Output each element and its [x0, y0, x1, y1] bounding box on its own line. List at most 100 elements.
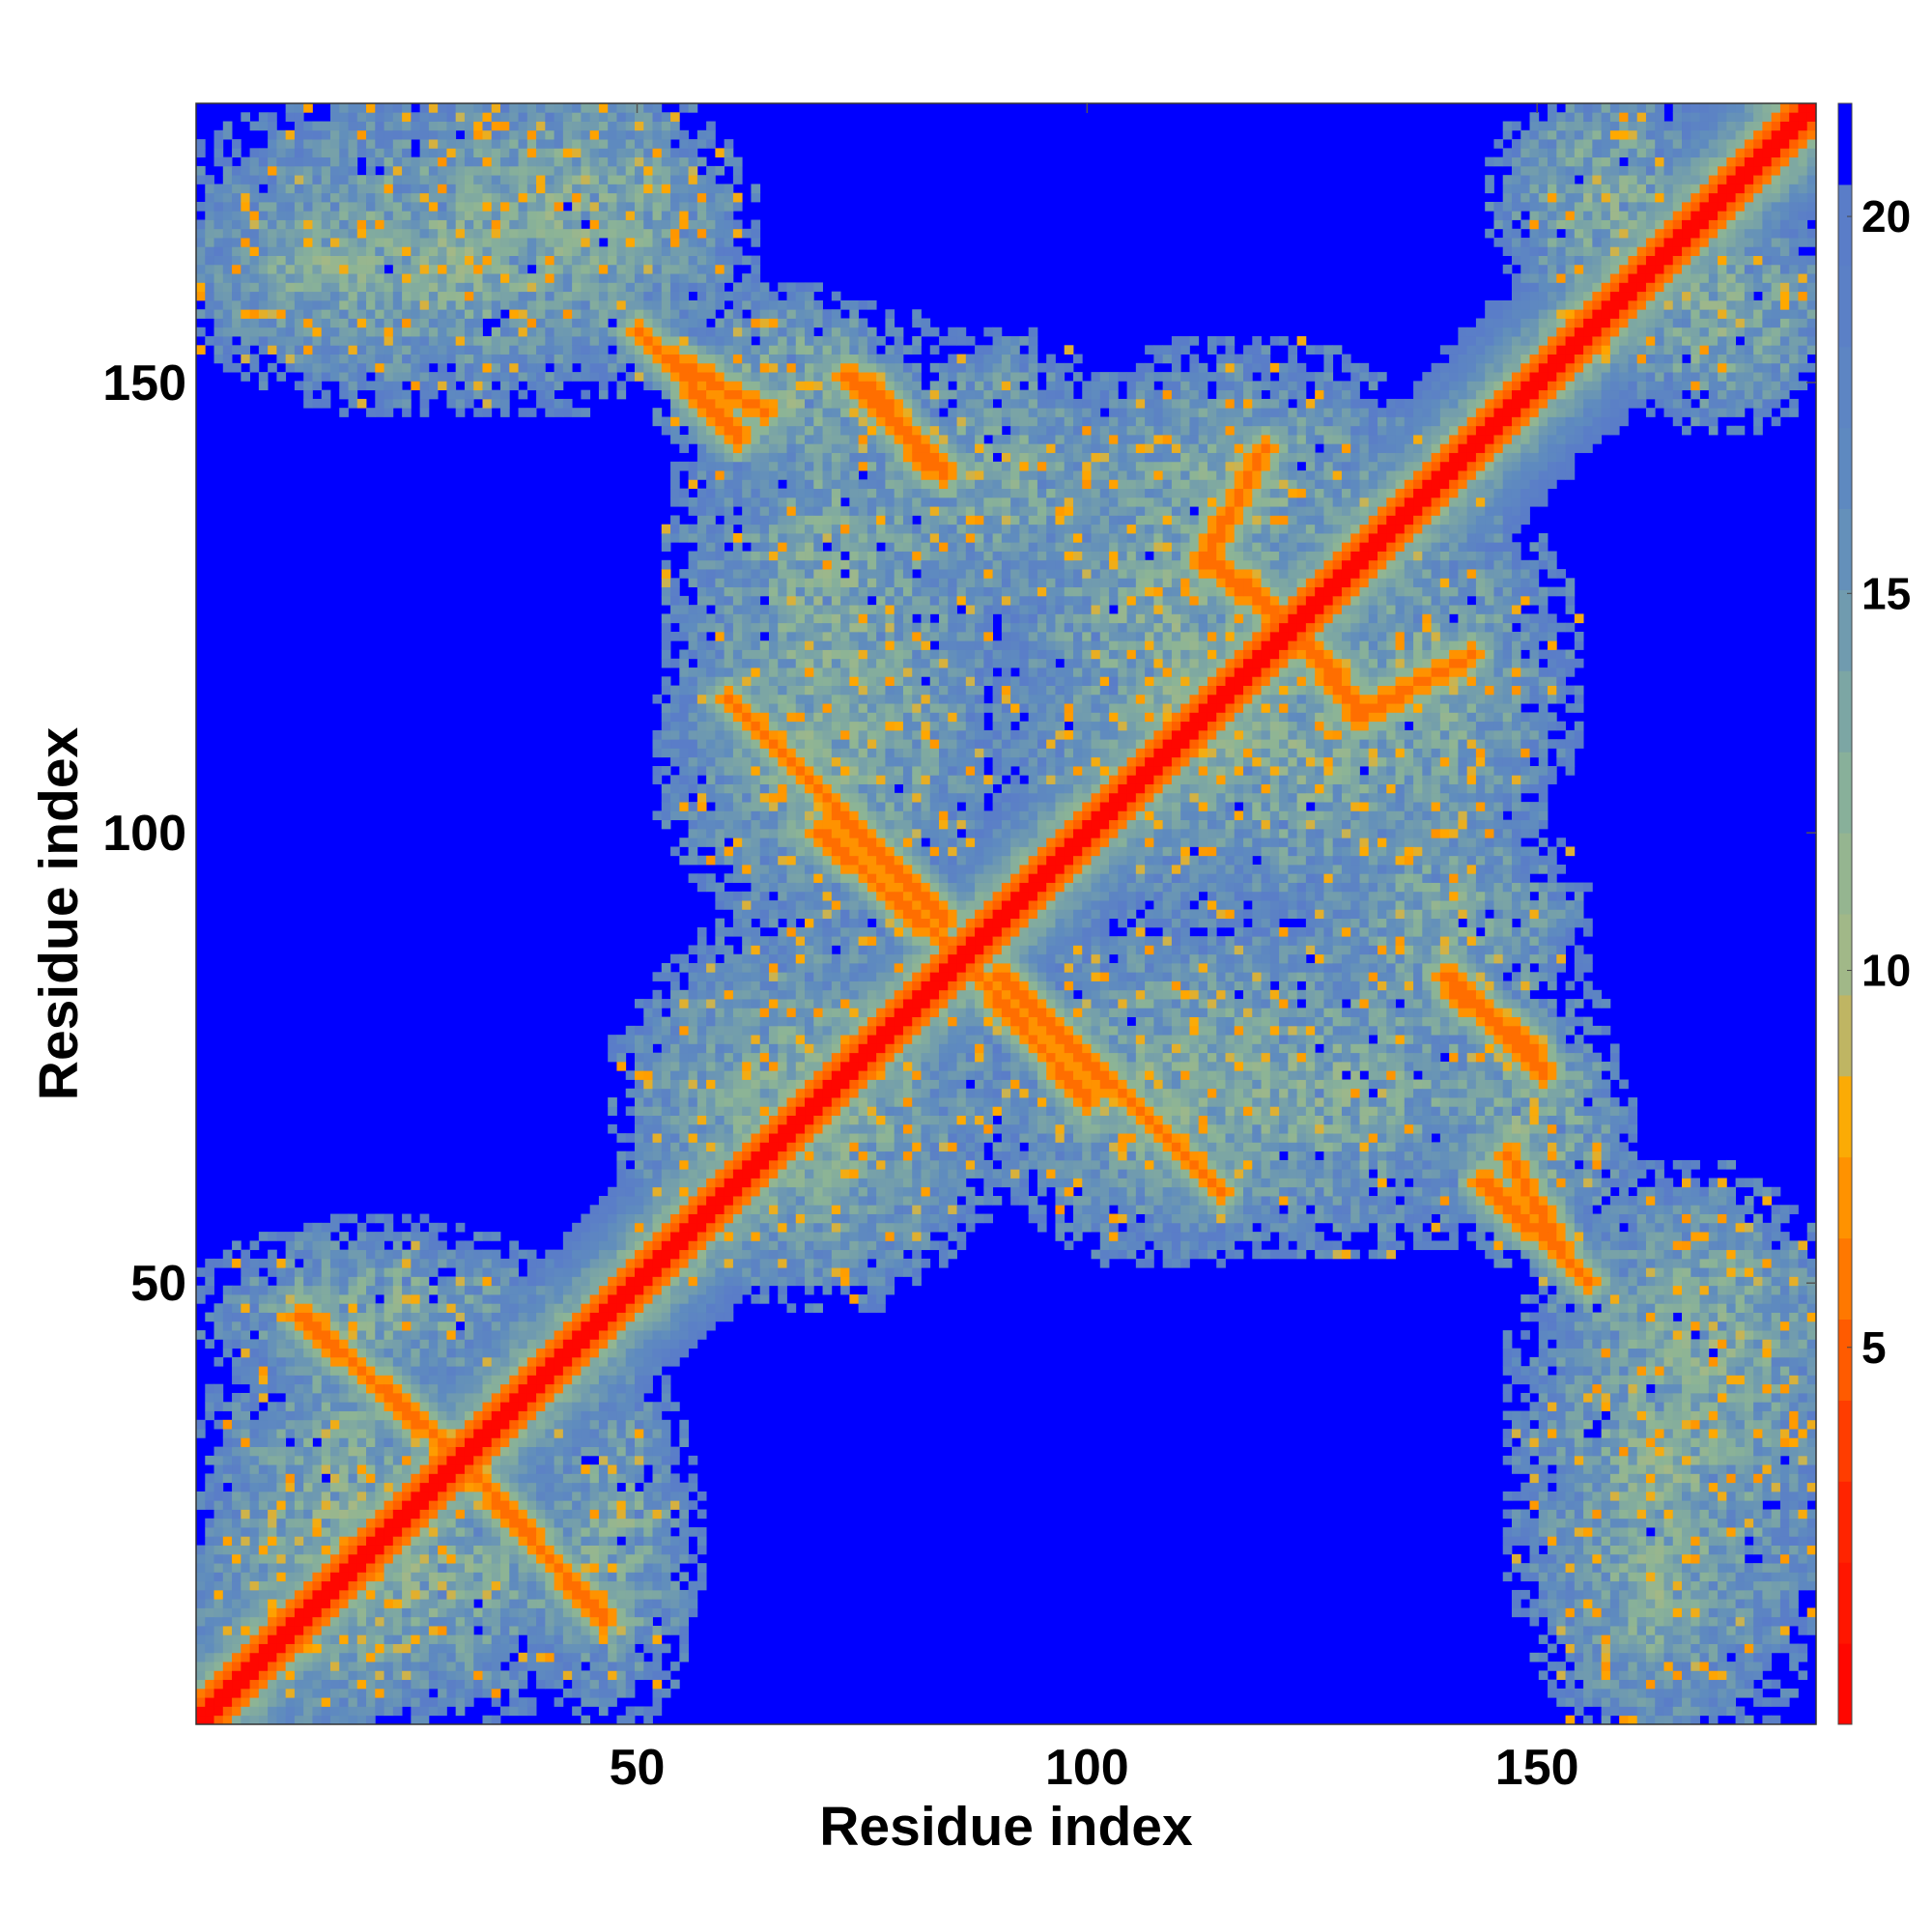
- heatmap-cell: [375, 282, 384, 293]
- heatmap-cell: [455, 1312, 466, 1322]
- heatmap-cell: [598, 299, 609, 310]
- heatmap-cell: [428, 1706, 439, 1717]
- heatmap-cell: [205, 264, 214, 274]
- heatmap-cell: [384, 156, 394, 167]
- heatmap-cell: [384, 1634, 394, 1644]
- heatmap-cell: [581, 1589, 591, 1600]
- heatmap-cell: [438, 1419, 447, 1430]
- heatmap-cell: [581, 408, 591, 417]
- heatmap-cell: [679, 1599, 689, 1608]
- heatmap-cell: [222, 273, 233, 283]
- heatmap-cell: [625, 1715, 636, 1725]
- heatmap-cell: [411, 1491, 421, 1501]
- heatmap-cell: [696, 819, 707, 830]
- heatmap-cell: [625, 1348, 636, 1358]
- heatmap-cell: [419, 211, 430, 220]
- heatmap-cell: [356, 255, 367, 266]
- heatmap-cell: [419, 1249, 430, 1260]
- heatmap-cell: [438, 1643, 447, 1654]
- heatmap-cell: [258, 1464, 269, 1474]
- heatmap-cell: [446, 1330, 457, 1340]
- heatmap-cell: [598, 282, 609, 293]
- heatmap-cell: [276, 192, 287, 203]
- heatmap-cell: [339, 103, 349, 113]
- heatmap-cell: [679, 1626, 689, 1635]
- heatmap-cell: [312, 1410, 323, 1421]
- heatmap-cell: [634, 1106, 644, 1116]
- heatmap-cell: [696, 1178, 707, 1188]
- heatmap-cell: [652, 1643, 663, 1654]
- heatmap-cell: [268, 129, 277, 140]
- heatmap-cell: [411, 1285, 421, 1295]
- heatmap-cell: [411, 1410, 421, 1421]
- heatmap-cell: [616, 112, 627, 122]
- heatmap-cell: [536, 246, 546, 256]
- heatmap-cell: [589, 219, 600, 230]
- heatmap-cell: [554, 148, 564, 158]
- heatmap-cell: [616, 175, 627, 185]
- heatmap-cell: [608, 1626, 617, 1635]
- heatmap-cell: [411, 1402, 421, 1411]
- heatmap-cell: [661, 1249, 671, 1260]
- heatmap-cell: [258, 1589, 269, 1600]
- heatmap-cell: [446, 156, 457, 167]
- heatmap-cell: [312, 1500, 323, 1510]
- heatmap-cell: [402, 1312, 412, 1322]
- heatmap-cell: [526, 255, 537, 266]
- heatmap-cell: [312, 1589, 323, 1600]
- heatmap-cell: [643, 1419, 653, 1430]
- heatmap-cell: [509, 1563, 519, 1573]
- heatmap-cell: [222, 318, 233, 328]
- heatmap-cell: [258, 1276, 269, 1287]
- heatmap-cell: [348, 129, 358, 140]
- heatmap-cell: [598, 1626, 609, 1635]
- heatmap-cell: [509, 165, 519, 176]
- heatmap-cell: [232, 1330, 242, 1340]
- heatmap-cell: [661, 1151, 671, 1161]
- heatmap-cell: [384, 211, 394, 220]
- heatmap-cell: [608, 1455, 617, 1465]
- heatmap-cell: [598, 1339, 609, 1350]
- heatmap-cell: [375, 1213, 384, 1224]
- heatmap-cell: [356, 282, 367, 293]
- heatmap-cell: [249, 1356, 260, 1367]
- heatmap-cell: [643, 1043, 653, 1054]
- heatmap-cell: [446, 1437, 457, 1448]
- heatmap-cell: [589, 1473, 600, 1484]
- heatmap-cell: [241, 1294, 250, 1304]
- heatmap-cell: [321, 1437, 331, 1448]
- heatmap-cell: [634, 121, 644, 131]
- heatmap-cell: [411, 1527, 421, 1537]
- heatmap-cell: [500, 1419, 510, 1430]
- heatmap-cell: [545, 1670, 555, 1681]
- heatmap-cell: [670, 1052, 680, 1063]
- heatmap-cell: [312, 1222, 323, 1233]
- heatmap-cell: [643, 1626, 653, 1635]
- heatmap-cell: [688, 1016, 698, 1027]
- heatmap-cell: [562, 1429, 573, 1438]
- heatmap-cell: [411, 1249, 421, 1260]
- heatmap-cell: [258, 165, 269, 176]
- heatmap-cell: [232, 1500, 242, 1510]
- heatmap-cell: [339, 1356, 349, 1367]
- heatmap-cell: [696, 1186, 707, 1197]
- heatmap-cell: [196, 255, 206, 266]
- heatmap-cell: [526, 381, 537, 391]
- heatmap-cell: [464, 246, 474, 256]
- heatmap-cell: [581, 1527, 591, 1537]
- heatmap-cell: [589, 121, 600, 131]
- heatmap-cell: [581, 336, 591, 346]
- heatmap-cell: [303, 1303, 313, 1313]
- heatmap-cell: [419, 1419, 430, 1430]
- heatmap-cell: [375, 1599, 384, 1608]
- heatmap-cell: [545, 273, 555, 283]
- heatmap-cell: [205, 1267, 214, 1277]
- heatmap-cell: [428, 1258, 439, 1268]
- heatmap-cell: [634, 1375, 644, 1385]
- heatmap-cell: [581, 1366, 591, 1376]
- heatmap-cell: [329, 1356, 340, 1367]
- heatmap-cell: [285, 1500, 296, 1510]
- heatmap-cell: [446, 389, 457, 400]
- heatmap-cell: [608, 1097, 617, 1107]
- heatmap-cell: [688, 1133, 698, 1143]
